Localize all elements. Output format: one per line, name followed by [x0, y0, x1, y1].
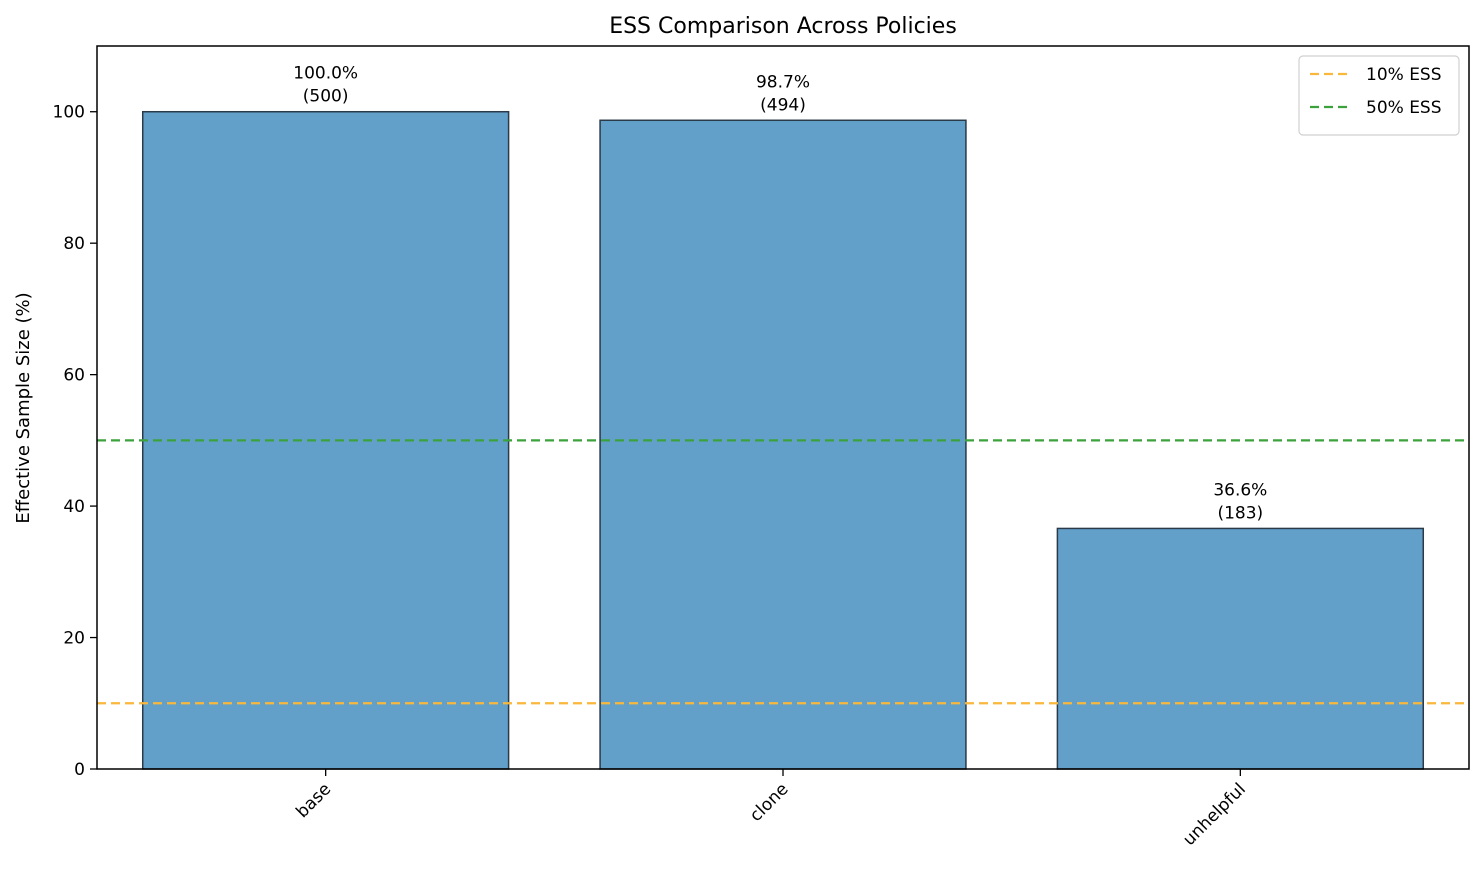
y-tick-label: 60: [63, 366, 85, 386]
chart-title: ESS Comparison Across Policies: [609, 14, 957, 39]
x-tick-label-unhelpful: unhelpful: [1179, 779, 1250, 850]
legend-box: [1298, 55, 1460, 136]
bar-value-label: 36.6% (183): [1213, 480, 1267, 523]
y-tick-label: 80: [63, 234, 85, 254]
bar-value-label: 100.0% (500): [293, 64, 358, 107]
legend-label: 10% ESS: [1366, 65, 1442, 85]
legend-label: 50% ESS: [1366, 98, 1442, 118]
y-tick-label: 20: [63, 629, 85, 649]
y-axis-label: Effective Sample Size (%): [13, 292, 34, 523]
bar-unhelpful: [1056, 527, 1425, 770]
y-tick-label: 40: [63, 497, 85, 517]
plot-area: 100.0% (500) 98.7% (494) 36.6% (183) 0 20 40 60 80…: [53, 45, 1470, 850]
y-tick-label: 100: [53, 103, 85, 123]
x-tick-label-base: base: [292, 779, 335, 822]
x-tick-label-clone: clone: [746, 779, 792, 825]
bar-value-label: 98.7% (494): [756, 72, 810, 115]
bar-clone: [599, 119, 967, 770]
y-tick-label: 0: [74, 760, 85, 780]
